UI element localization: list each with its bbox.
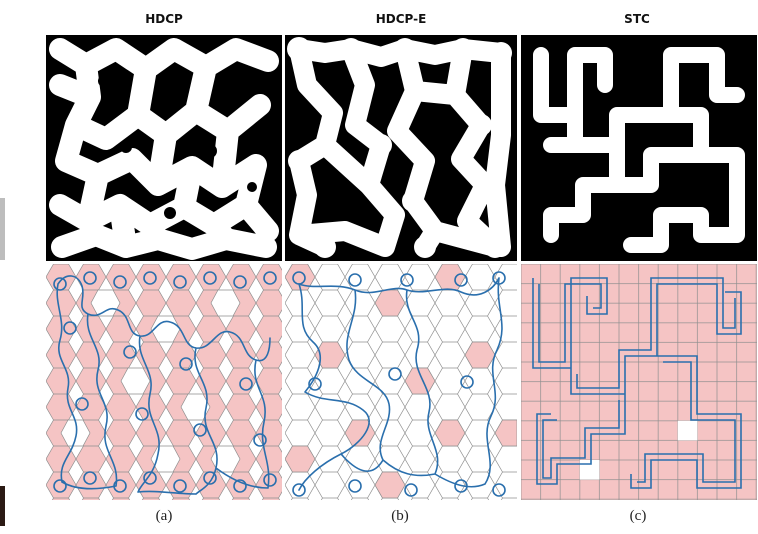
path-panel-hdcp-e	[285, 264, 517, 500]
mask-panel-hdcp	[46, 35, 282, 261]
free-cells	[60, 289, 241, 473]
caption-a: (a)	[155, 508, 173, 524]
occupied-cells	[285, 264, 517, 499]
title-hdcp-e: HDCP-E	[375, 12, 427, 26]
caption-b: (b)	[391, 508, 409, 524]
caption-c: (c)	[629, 508, 647, 524]
mask-holes	[71, 75, 257, 219]
free-cells	[579, 420, 698, 480]
path-panel-hdcp	[46, 264, 282, 500]
left-edge-strip	[0, 198, 5, 260]
coverage-loops	[53, 271, 277, 493]
title-hdcp: HDCP	[145, 12, 183, 26]
coverage-loops	[292, 271, 506, 497]
mask-panel-stc	[521, 35, 757, 261]
mask-panel-hdcp-e	[285, 35, 517, 261]
coverage-path	[532, 277, 742, 489]
left-edge-strip-dark	[0, 486, 5, 526]
coverage-path	[298, 277, 503, 491]
path-panel-stc	[521, 264, 757, 500]
coverage-path	[56, 275, 271, 495]
coverage-area	[533, 47, 745, 253]
title-stc: STC	[624, 12, 650, 26]
coverage-nodes	[287, 37, 512, 258]
